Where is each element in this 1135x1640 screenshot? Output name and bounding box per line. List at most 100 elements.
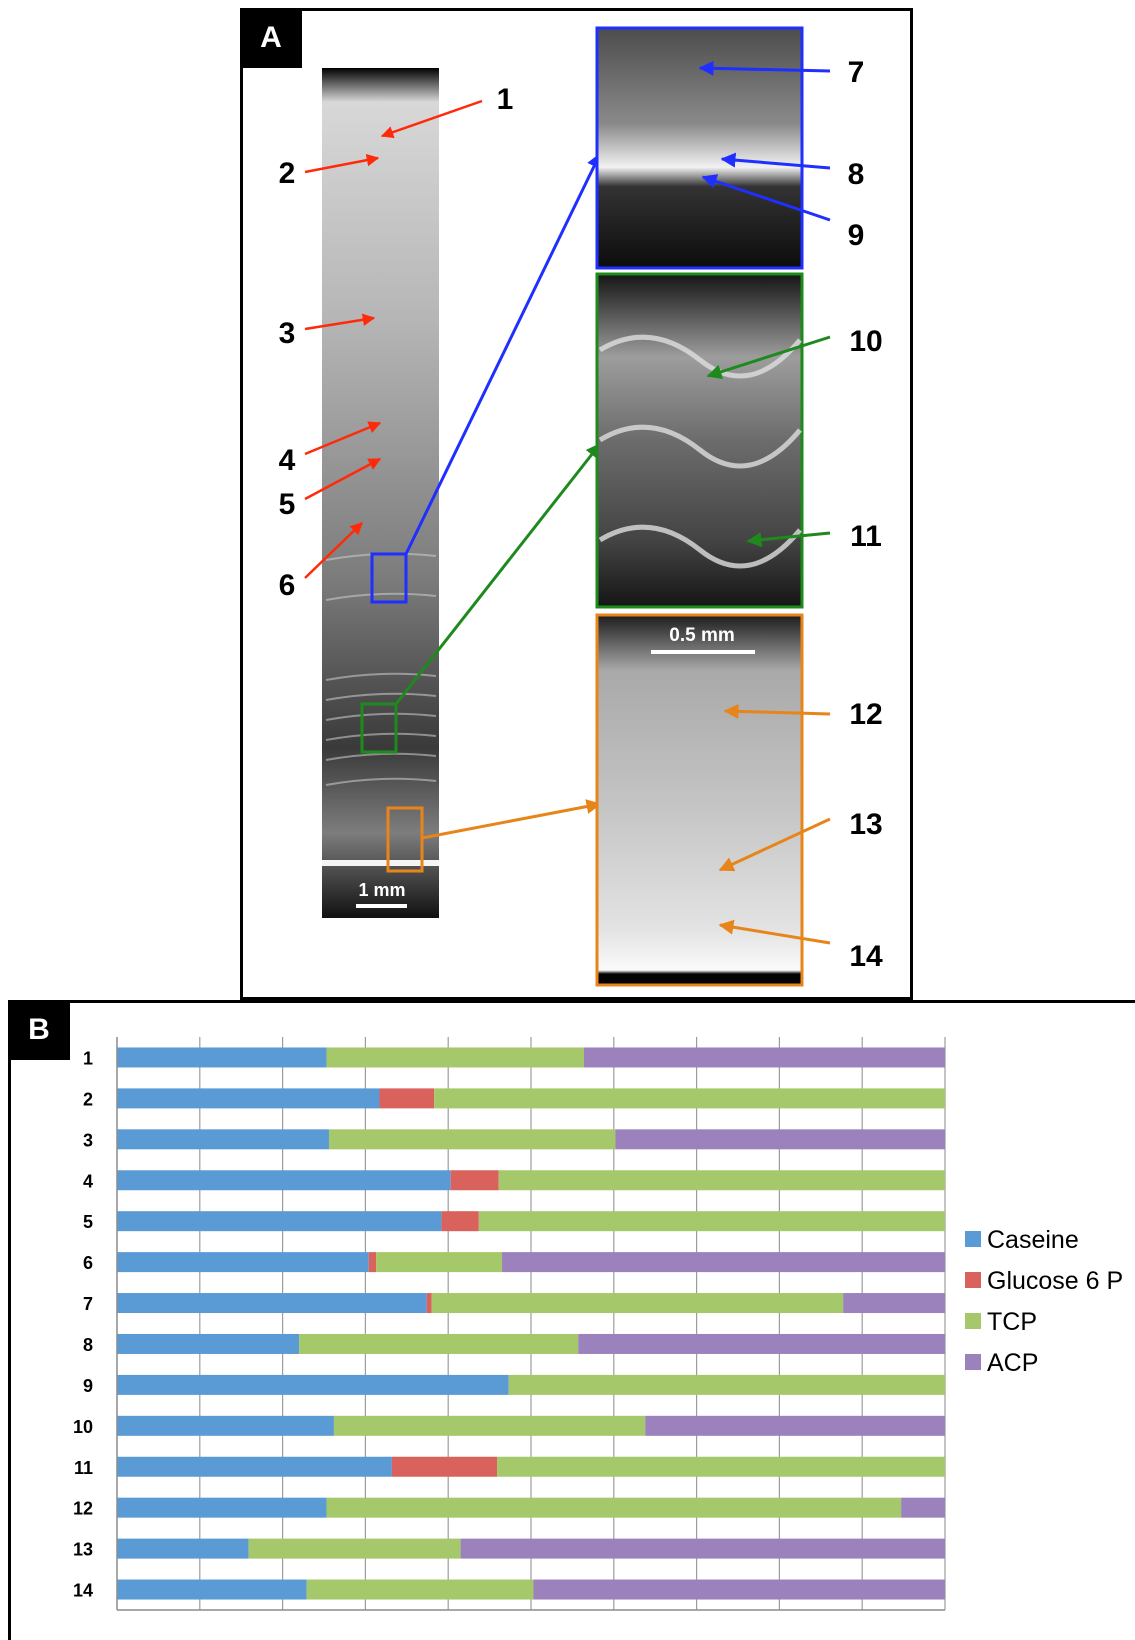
bar-segment (117, 1088, 380, 1109)
bar-segment (117, 1579, 307, 1600)
row-label: 10 (73, 1417, 93, 1437)
bar-segment (391, 1456, 498, 1477)
row-label: 13 (73, 1540, 93, 1560)
row-label: 7 (83, 1294, 93, 1314)
blue-region-box (370, 552, 408, 604)
bar-segment (615, 1129, 945, 1150)
row-label: 2 (83, 1089, 93, 1109)
bar-segment (434, 1088, 945, 1109)
bar-segment (645, 1415, 945, 1436)
label-1: 1 (497, 83, 514, 116)
blue-arrows (698, 60, 831, 222)
bar-segment (379, 1088, 435, 1109)
bar-segment (368, 1252, 377, 1273)
legend-swatch (965, 1231, 981, 1247)
label-13: 13 (849, 808, 882, 841)
bar-segment (376, 1252, 503, 1273)
bar-segment (508, 1374, 945, 1395)
row-label: 14 (73, 1581, 93, 1601)
panel-a-letter: A (240, 8, 302, 68)
label-8: 8 (848, 158, 865, 191)
bar-segment (426, 1293, 432, 1314)
row-label: 11 (74, 1458, 93, 1478)
bar-segment (478, 1211, 945, 1232)
legend-label: TCP (987, 1308, 1037, 1336)
legend-label: ACP (987, 1349, 1038, 1377)
scale-zoom-label: 0.5 mm (669, 625, 734, 646)
row-label: 12 (73, 1499, 93, 1519)
legend-label: Glucose 6 P (987, 1267, 1123, 1295)
bar-segment (117, 1456, 392, 1477)
green-zoom-panel (595, 272, 804, 609)
core-image (322, 68, 439, 918)
bar-segment (299, 1333, 579, 1354)
legend-swatch (965, 1272, 981, 1288)
row-label: 3 (83, 1130, 93, 1150)
bar-segment (117, 1497, 327, 1518)
label-10: 10 (849, 325, 882, 358)
row-label: 4 (83, 1171, 93, 1191)
bar-segment (333, 1415, 646, 1436)
orange-arrows (718, 703, 831, 945)
label-12: 12 (849, 698, 882, 731)
bar-segment (117, 1129, 329, 1150)
bar-segment (502, 1252, 945, 1273)
bar-segment (431, 1293, 844, 1314)
red-arrows (304, 99, 483, 579)
bar-segment (117, 1047, 327, 1068)
row-label: 6 (83, 1253, 93, 1273)
bar-segment (497, 1456, 945, 1477)
label-4: 4 (279, 444, 296, 477)
bar-segment (498, 1170, 945, 1191)
legend-swatch (965, 1354, 981, 1370)
label-5: 5 (279, 488, 296, 521)
chart-bars (117, 1047, 945, 1600)
blue-zoom-panel (595, 26, 804, 270)
bar-segment (248, 1538, 461, 1559)
legend-swatch (965, 1313, 981, 1329)
bar-segment (328, 1129, 616, 1150)
row-label: 8 (83, 1335, 93, 1355)
green-region-box (360, 702, 398, 754)
row-label: 5 (83, 1212, 93, 1232)
label-11: 11 (850, 520, 882, 553)
bar-segment (306, 1579, 534, 1600)
bar-segment (117, 1374, 509, 1395)
bar-segment (460, 1538, 945, 1559)
bar-segment (901, 1497, 945, 1518)
bar-segment (450, 1170, 499, 1191)
bar-segment (843, 1293, 945, 1314)
bar-segment (117, 1415, 334, 1436)
chart-legend: Caseine Glucose 6 P TCP ACP (965, 1226, 1123, 1377)
green-arrows (706, 335, 831, 548)
orange-zoom-connector (421, 799, 602, 840)
bar-segment (583, 1047, 945, 1068)
bar-segment (533, 1579, 945, 1600)
bar-segment (117, 1538, 249, 1559)
label-7: 7 (848, 56, 865, 89)
row-label: 1 (83, 1048, 93, 1068)
chart-gridlines (199, 1037, 946, 1610)
label-9: 9 (848, 219, 865, 252)
bar-segment (117, 1211, 442, 1232)
green-zoom-connector (394, 442, 602, 705)
bar-segment (441, 1211, 479, 1232)
bar-segment (117, 1293, 427, 1314)
bar-segment (578, 1333, 945, 1354)
bar-segment (117, 1170, 451, 1191)
bar-segment (326, 1047, 584, 1068)
orange-zoom-panel (595, 613, 804, 987)
orange-region-box (386, 806, 424, 873)
label-6: 6 (279, 569, 296, 602)
panel-b-letter: B (8, 1000, 70, 1060)
label-2: 2 (279, 157, 296, 190)
row-label: 9 (83, 1376, 93, 1396)
label-14: 14 (849, 940, 883, 973)
label-3: 3 (279, 317, 296, 350)
scale-main-label: 1 mm (358, 880, 405, 900)
bar-segment (117, 1333, 300, 1354)
legend-label: Caseine (987, 1226, 1079, 1254)
